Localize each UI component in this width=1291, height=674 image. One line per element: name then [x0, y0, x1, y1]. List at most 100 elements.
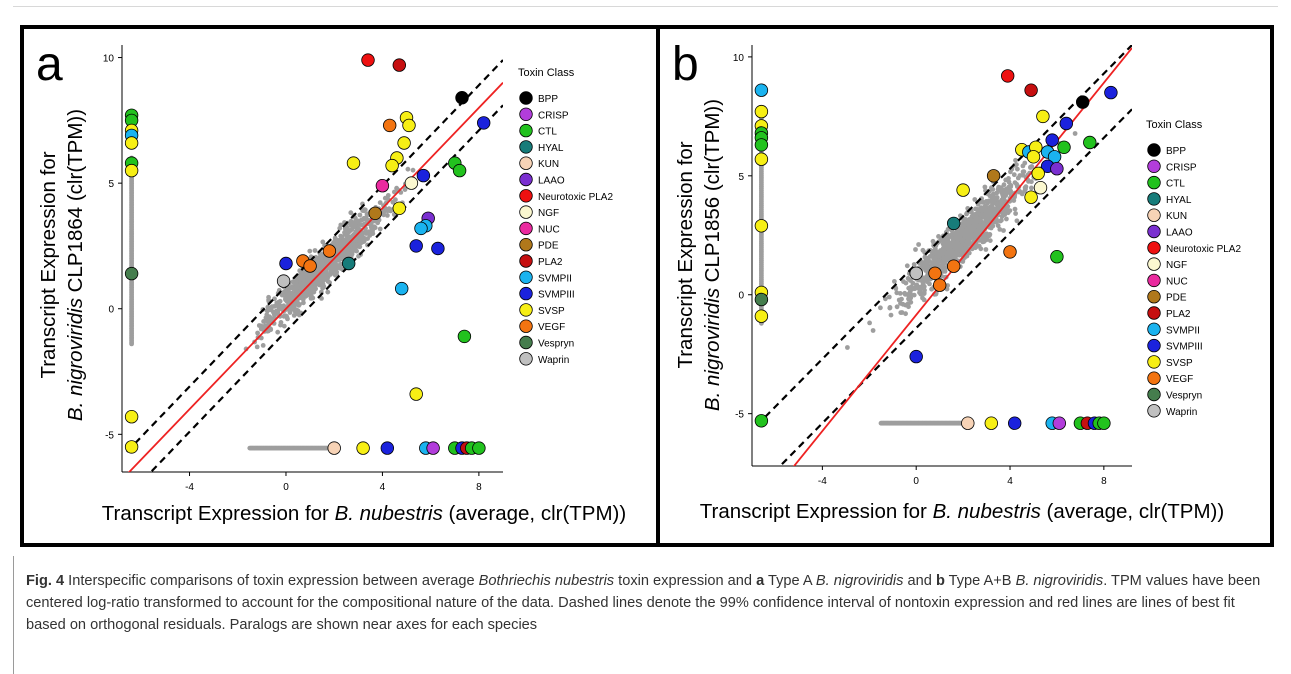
- nontoxin-point: [312, 248, 318, 253]
- nontoxin-point: [289, 306, 295, 312]
- toxin-point-svmpiii: [1104, 85, 1118, 100]
- legend-swatch: [519, 123, 533, 138]
- nontoxin-point: [898, 310, 904, 315]
- nontoxin-point: [268, 326, 273, 332]
- legend-label: PLA2: [1166, 309, 1191, 320]
- toxin-point-waprin: [276, 274, 291, 288]
- legend-swatch: [519, 221, 533, 236]
- toxin-point-bpp: [1075, 95, 1090, 109]
- nontoxin-point: [277, 298, 283, 304]
- legend-swatch: [519, 91, 533, 105]
- nontoxin-point: [377, 200, 383, 206]
- nontoxin-point: [1021, 169, 1027, 175]
- nontoxin-point: [973, 233, 979, 239]
- toxin-point-svmpii: [395, 281, 409, 296]
- nontoxin-point: [963, 230, 968, 235]
- legend-swatch: [519, 107, 533, 122]
- panel-a-frame: [20, 25, 660, 547]
- panel-a-plot: -4 0 4 8 -5 0 5 10: [103, 45, 503, 493]
- legend-swatch: [519, 156, 533, 170]
- legend-swatch: [1147, 273, 1161, 288]
- nontoxin-point: [982, 184, 988, 190]
- y-tick-label: -5: [105, 430, 114, 441]
- nontoxin-point: [969, 227, 975, 233]
- legend-swatch: [519, 189, 533, 203]
- nontoxin-point: [1006, 179, 1012, 185]
- toxin-point-vegf: [933, 278, 947, 292]
- toxin-point-vespryn: [754, 292, 769, 307]
- toxin-point-ctl: [1057, 140, 1071, 155]
- nontoxin-point: [925, 255, 931, 261]
- nontoxin-point: [887, 305, 893, 310]
- nontoxin-point: [925, 279, 930, 285]
- nontoxin-point: [913, 247, 918, 252]
- toxin-point-vegf: [947, 259, 961, 273]
- legend-swatch: [1147, 290, 1161, 304]
- nontoxin-point: [1011, 172, 1017, 178]
- legend-swatch: [1147, 257, 1161, 271]
- nontoxin-point: [966, 217, 972, 222]
- nontoxin-point: [996, 185, 1002, 191]
- legend-label: NGF: [538, 208, 559, 219]
- toxin-point-ctl: [452, 163, 467, 178]
- nontoxin-point: [980, 200, 986, 205]
- legend-label: Vespryn: [1166, 391, 1202, 402]
- nontoxin-point: [945, 283, 950, 288]
- nontoxin-point: [302, 278, 308, 284]
- legend-swatch: [519, 254, 533, 268]
- legend-label: SVSP: [538, 306, 565, 317]
- nontoxin-point: [1013, 157, 1018, 163]
- toxin-point-pla2: [1024, 83, 1038, 97]
- toxin-point-waprin: [909, 266, 923, 281]
- nontoxin-point: [385, 193, 391, 198]
- nontoxin-point: [278, 322, 283, 328]
- nontoxin-point: [275, 329, 281, 335]
- legend-label: PDE: [538, 241, 559, 252]
- nontoxin-point: [346, 229, 352, 235]
- toxin-point-svsp: [1024, 190, 1038, 204]
- nontoxin-point: [954, 240, 960, 245]
- nontoxin-point: [932, 261, 938, 267]
- toxin-point-ctl: [754, 138, 769, 152]
- toxin-point-ctl: [1083, 135, 1097, 150]
- nontoxin-point: [929, 286, 934, 292]
- nontoxin-point: [919, 291, 925, 296]
- nontoxin-point: [905, 301, 911, 306]
- nontoxin-point: [904, 263, 910, 269]
- y-tick-label: -5: [735, 410, 744, 421]
- nontoxin-point: [383, 206, 389, 212]
- nontoxin-point: [974, 220, 979, 226]
- panel-b-label: b: [672, 38, 699, 91]
- nontoxin-point: [870, 328, 876, 333]
- nontoxin-point: [986, 216, 991, 221]
- toxin-points: [754, 69, 1118, 430]
- toxin-point-svsp: [754, 152, 769, 166]
- toxin-point-svsp: [1026, 150, 1041, 164]
- caption-text: Type A+B: [944, 573, 1016, 589]
- nontoxin-point: [317, 276, 322, 282]
- nontoxin-point: [1029, 164, 1035, 169]
- toxin-points: [124, 53, 491, 455]
- nontoxin-point: [358, 235, 364, 241]
- legend-title: Toxin Class: [1146, 119, 1203, 131]
- toxin-point-svsp: [754, 104, 769, 119]
- nontoxin-point: [999, 214, 1005, 219]
- legend-label: KUN: [1166, 211, 1187, 222]
- nontoxin-point: [301, 300, 306, 306]
- panel-b-xlabel: Transcript Expression for B. nubestris (…: [700, 500, 1224, 523]
- legend-swatch: [1147, 306, 1161, 320]
- nontoxin-point: [266, 294, 271, 300]
- nontoxin-point: [984, 236, 990, 242]
- toxin-point-pde: [368, 206, 382, 221]
- toxin-point-svsp: [397, 136, 411, 150]
- nontoxin-point: [293, 280, 298, 286]
- y-tick-label: 0: [738, 291, 744, 302]
- panel-b-ylabel-line2: B. nigroviridis CLP1856 (clr(TPM)): [701, 99, 724, 411]
- nontoxin-point: [994, 190, 1000, 196]
- nontoxin-point: [1005, 204, 1011, 209]
- nontoxin-point: [1017, 173, 1023, 178]
- toxin-point-svmpii: [754, 83, 769, 97]
- nontoxin-point: [351, 241, 357, 247]
- nontoxin-cloud: [759, 114, 1078, 426]
